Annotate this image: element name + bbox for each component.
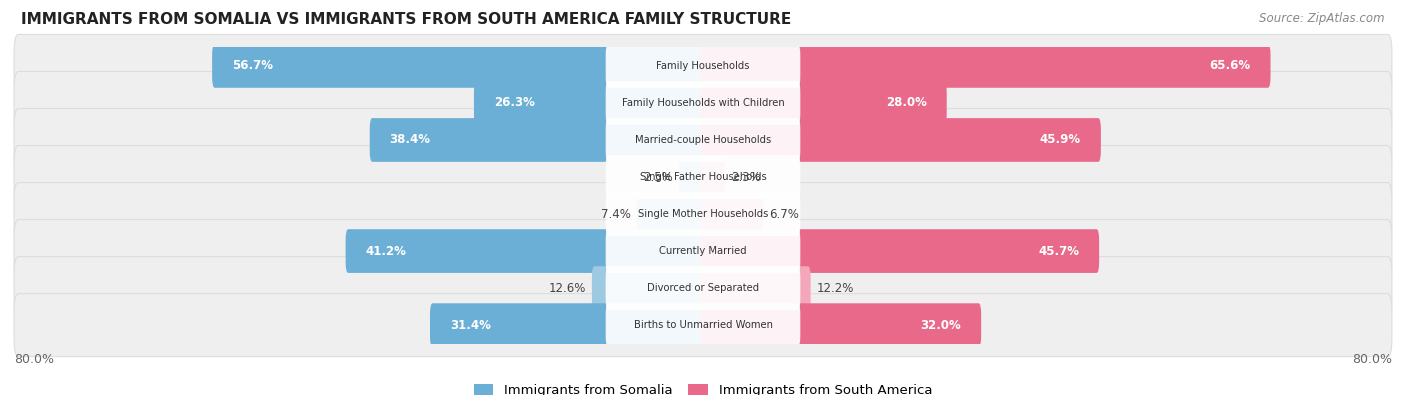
Text: 56.7%: 56.7% xyxy=(232,59,273,72)
FancyBboxPatch shape xyxy=(212,44,706,88)
FancyBboxPatch shape xyxy=(606,118,800,162)
FancyBboxPatch shape xyxy=(430,303,706,347)
Text: 31.4%: 31.4% xyxy=(450,319,491,332)
FancyBboxPatch shape xyxy=(606,155,800,199)
FancyBboxPatch shape xyxy=(606,303,800,347)
FancyBboxPatch shape xyxy=(700,81,946,125)
Text: Currently Married: Currently Married xyxy=(659,246,747,256)
Text: 32.0%: 32.0% xyxy=(921,319,962,332)
Text: Single Father Households: Single Father Households xyxy=(640,172,766,182)
FancyBboxPatch shape xyxy=(14,71,1392,134)
FancyBboxPatch shape xyxy=(14,34,1392,98)
Text: Divorced or Separated: Divorced or Separated xyxy=(647,283,759,293)
Text: Married-couple Households: Married-couple Households xyxy=(636,135,770,145)
Text: 80.0%: 80.0% xyxy=(14,353,53,366)
FancyBboxPatch shape xyxy=(14,220,1392,282)
FancyBboxPatch shape xyxy=(700,155,725,199)
Text: 6.7%: 6.7% xyxy=(769,207,799,220)
Text: 12.2%: 12.2% xyxy=(817,282,853,295)
FancyBboxPatch shape xyxy=(14,109,1392,171)
FancyBboxPatch shape xyxy=(14,257,1392,320)
Text: Family Households with Children: Family Households with Children xyxy=(621,98,785,108)
FancyBboxPatch shape xyxy=(14,145,1392,209)
Text: 2.5%: 2.5% xyxy=(643,171,673,184)
Text: 2.3%: 2.3% xyxy=(731,171,761,184)
FancyBboxPatch shape xyxy=(346,229,706,273)
FancyBboxPatch shape xyxy=(700,192,763,236)
Text: 45.9%: 45.9% xyxy=(1040,134,1081,147)
Text: 28.0%: 28.0% xyxy=(886,96,927,109)
Text: 65.6%: 65.6% xyxy=(1209,59,1251,72)
Text: Family Households: Family Households xyxy=(657,61,749,71)
FancyBboxPatch shape xyxy=(637,192,706,236)
FancyBboxPatch shape xyxy=(14,293,1392,357)
Text: 80.0%: 80.0% xyxy=(1353,353,1392,366)
FancyBboxPatch shape xyxy=(679,155,706,199)
FancyBboxPatch shape xyxy=(606,44,800,88)
FancyBboxPatch shape xyxy=(592,266,706,310)
Text: Single Mother Households: Single Mother Households xyxy=(638,209,768,219)
FancyBboxPatch shape xyxy=(700,303,981,347)
FancyBboxPatch shape xyxy=(606,192,800,236)
Text: Source: ZipAtlas.com: Source: ZipAtlas.com xyxy=(1260,12,1385,25)
FancyBboxPatch shape xyxy=(700,44,1271,88)
Text: 45.7%: 45.7% xyxy=(1039,245,1080,258)
FancyBboxPatch shape xyxy=(700,266,811,310)
Text: 38.4%: 38.4% xyxy=(389,134,430,147)
Text: IMMIGRANTS FROM SOMALIA VS IMMIGRANTS FROM SOUTH AMERICA FAMILY STRUCTURE: IMMIGRANTS FROM SOMALIA VS IMMIGRANTS FR… xyxy=(21,12,792,27)
Text: 41.2%: 41.2% xyxy=(366,245,406,258)
FancyBboxPatch shape xyxy=(14,182,1392,246)
Legend: Immigrants from Somalia, Immigrants from South America: Immigrants from Somalia, Immigrants from… xyxy=(468,378,938,395)
FancyBboxPatch shape xyxy=(370,118,706,162)
Text: Births to Unmarried Women: Births to Unmarried Women xyxy=(634,320,772,330)
FancyBboxPatch shape xyxy=(474,81,706,125)
FancyBboxPatch shape xyxy=(606,266,800,310)
Text: 12.6%: 12.6% xyxy=(548,282,586,295)
Text: 26.3%: 26.3% xyxy=(494,96,534,109)
FancyBboxPatch shape xyxy=(700,229,1099,273)
Text: 7.4%: 7.4% xyxy=(600,207,631,220)
FancyBboxPatch shape xyxy=(606,229,800,273)
FancyBboxPatch shape xyxy=(700,118,1101,162)
FancyBboxPatch shape xyxy=(606,81,800,125)
